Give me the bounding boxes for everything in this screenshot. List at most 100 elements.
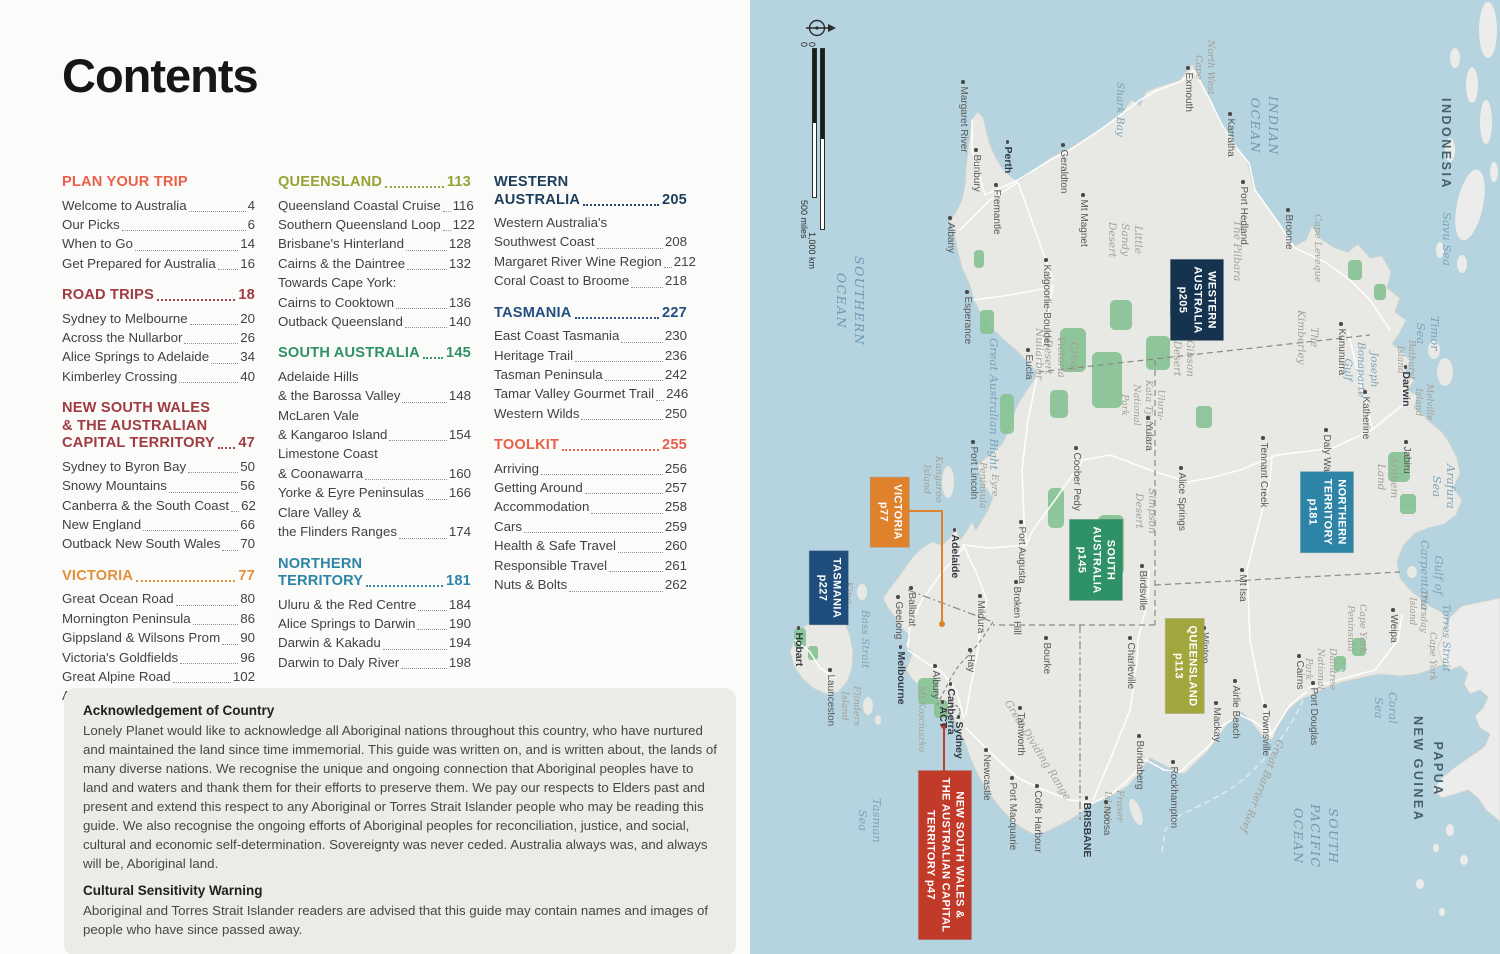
toc-item-label: Health & Safe Travel — [494, 538, 616, 554]
city-name: Broome — [1283, 214, 1294, 250]
city-dot — [1014, 580, 1018, 584]
city-dot — [1104, 800, 1108, 804]
map-city-label: Newcastle — [981, 748, 992, 801]
toc-item: Sydney to Byron Bay 50 — [62, 457, 255, 476]
toc-dot-leader — [584, 493, 663, 495]
toc-page-number: 174 — [448, 524, 471, 540]
toc-page-number: 122 — [452, 216, 475, 232]
city-dot — [899, 645, 903, 649]
toc-dot-leader — [385, 186, 444, 188]
toc-dot-leader — [407, 269, 447, 271]
toc-section-heading: TASMANIA 227 — [494, 305, 687, 323]
page-title: Contents — [62, 49, 259, 102]
toc-item-row: Sydney to Melbourne 20 — [62, 309, 255, 328]
map-city-label: Weipa — [1388, 608, 1399, 643]
map-geo-label: North West Cape — [1193, 40, 1216, 95]
city-name: Mildura — [975, 600, 986, 634]
toc-dot-leader — [401, 668, 447, 670]
toc-item: Limestone Coast & Coonawarra 160 — [278, 444, 471, 483]
toc-item: Darwin to Daly River 198 — [278, 653, 471, 672]
map-city-label: Katherine — [1360, 390, 1371, 439]
map-city-label: Coober Pedy — [1071, 446, 1082, 511]
toc-item: Great Alpine Road 102 — [62, 667, 255, 686]
toc-dot-leader — [405, 249, 447, 251]
toc-section: VICTORIA 77 Great Ocean Road 80 Mornington P… — [62, 568, 255, 706]
city-dot — [957, 715, 961, 719]
toc-item: Coral Coast to Broome 218 — [494, 271, 687, 290]
toc-item: McLaren Vale & Kangaroo Island 154 — [278, 406, 471, 445]
map-geo-label: Gibson Desert — [1170, 340, 1196, 377]
city-name: Alice Springs — [1176, 472, 1187, 531]
toc-page-number: 70 — [240, 536, 255, 552]
map-region-box: NEW SOUTH WALES & THE AUSTRALIAN CAPITAL… — [918, 770, 972, 940]
map-ocean-label: SOUTH PACIFIC OCEAN — [1291, 804, 1341, 869]
toc-dot-leader — [382, 648, 447, 650]
toc-dot-leader — [121, 230, 246, 232]
toc-heading-label: VICTORIA — [62, 567, 134, 584]
toc-item-label: Towards Cape York: — [278, 275, 397, 291]
toc-page-number: 34 — [240, 349, 255, 365]
toc-item-row: Victoria's Goldfields 96 — [62, 648, 255, 667]
toc-page-number: 16 — [240, 255, 255, 271]
map-city-label: Port Macquarie — [1007, 776, 1018, 850]
city-dot — [1044, 258, 1048, 262]
toc-item: Welcome to Australia 4 — [62, 196, 255, 215]
toc-item-row: Alice Springs to Darwin 190 — [278, 614, 471, 633]
toc-item-row: Margaret River Wine Region 212 — [494, 252, 696, 271]
city-dot — [1311, 681, 1315, 685]
toc-dot-leader — [217, 269, 239, 271]
region-leader-line — [905, 510, 943, 512]
toc-page-number: 80 — [240, 591, 255, 607]
map-city-label: Ballarat — [906, 586, 917, 626]
city-name: Yulara — [1143, 422, 1154, 451]
toc-page-number: 194 — [448, 635, 471, 651]
toc-item-row: Southern Queensland Loop 122 — [278, 215, 475, 234]
toc-dot-leader — [396, 307, 447, 309]
toc-item-row: & Kangaroo Island 154 — [278, 425, 471, 444]
city-dot — [1339, 322, 1343, 326]
map-city-label: Geraldton — [1058, 143, 1069, 193]
map-city-label: Albury — [930, 664, 941, 699]
toc-dot-leader — [663, 267, 672, 269]
toc-item-label: Southwest Coast — [494, 234, 595, 250]
map-country-label: INDONESIA — [1439, 98, 1453, 190]
toc-item-label: Darwin & Kakadu — [278, 635, 381, 651]
city-name: Karratha — [1225, 118, 1236, 157]
toc-item-row: Yorke & Eyre Peninsulas 166 — [278, 483, 471, 502]
map-water-label: Tasman Sea — [855, 798, 884, 843]
toc-item-label: & the Barossa Valley — [278, 388, 401, 404]
toc-item-row: Kimberley Crossing 40 — [62, 367, 255, 386]
toc-page-number: 190 — [448, 615, 471, 631]
toc-item: Health & Safe Travel 260 — [494, 536, 687, 555]
toc-dot-leader — [157, 299, 236, 302]
toc-section-heading: VICTORIA 77 — [62, 568, 255, 586]
toc-item-label: Outback New South Wales — [62, 536, 221, 552]
toc-page-number: 14 — [240, 236, 255, 252]
city-name: Fremantle — [991, 189, 1002, 235]
toc-item-label: Adelaide Hills — [278, 368, 359, 384]
toc-item-label: Get Prepared for Australia — [62, 255, 216, 271]
toc-page-number: 26 — [240, 330, 255, 346]
toc-item-label: Victoria's Goldfields — [62, 649, 179, 665]
toc-dot-leader — [188, 472, 239, 474]
toc-page-number: 113 — [446, 174, 471, 190]
toc-item: Heritage Trail 236 — [494, 346, 687, 365]
city-dot — [1146, 416, 1150, 420]
toc-item-row: Cairns to Cooktown 136 — [278, 293, 471, 312]
map-region-box: WESTERN AUSTRALIA p205 — [1170, 259, 1224, 341]
toc-item: Outback Queensland 140 — [278, 312, 471, 331]
acknowledgement-heading: Acknowledgement of Country — [83, 703, 275, 718]
map-city-label: Tennant Creek — [1258, 436, 1269, 508]
toc-item: When to Go 14 — [62, 234, 255, 253]
toc-item: Brisbane's Hinterland 128 — [278, 234, 471, 253]
toc-page-number: 256 — [664, 460, 687, 476]
city-dot — [941, 700, 945, 704]
toc-page-number: 140 — [448, 313, 471, 329]
city-dot — [1240, 568, 1244, 572]
city-name: Darwin — [1400, 371, 1412, 407]
toc-item-label: Brisbane's Hinterland — [278, 236, 404, 252]
city-dot — [1010, 776, 1014, 780]
toc-item-row: Mornington Peninsula 86 — [62, 609, 255, 628]
city-name: Hay — [965, 654, 976, 673]
city-dot — [1019, 520, 1023, 524]
